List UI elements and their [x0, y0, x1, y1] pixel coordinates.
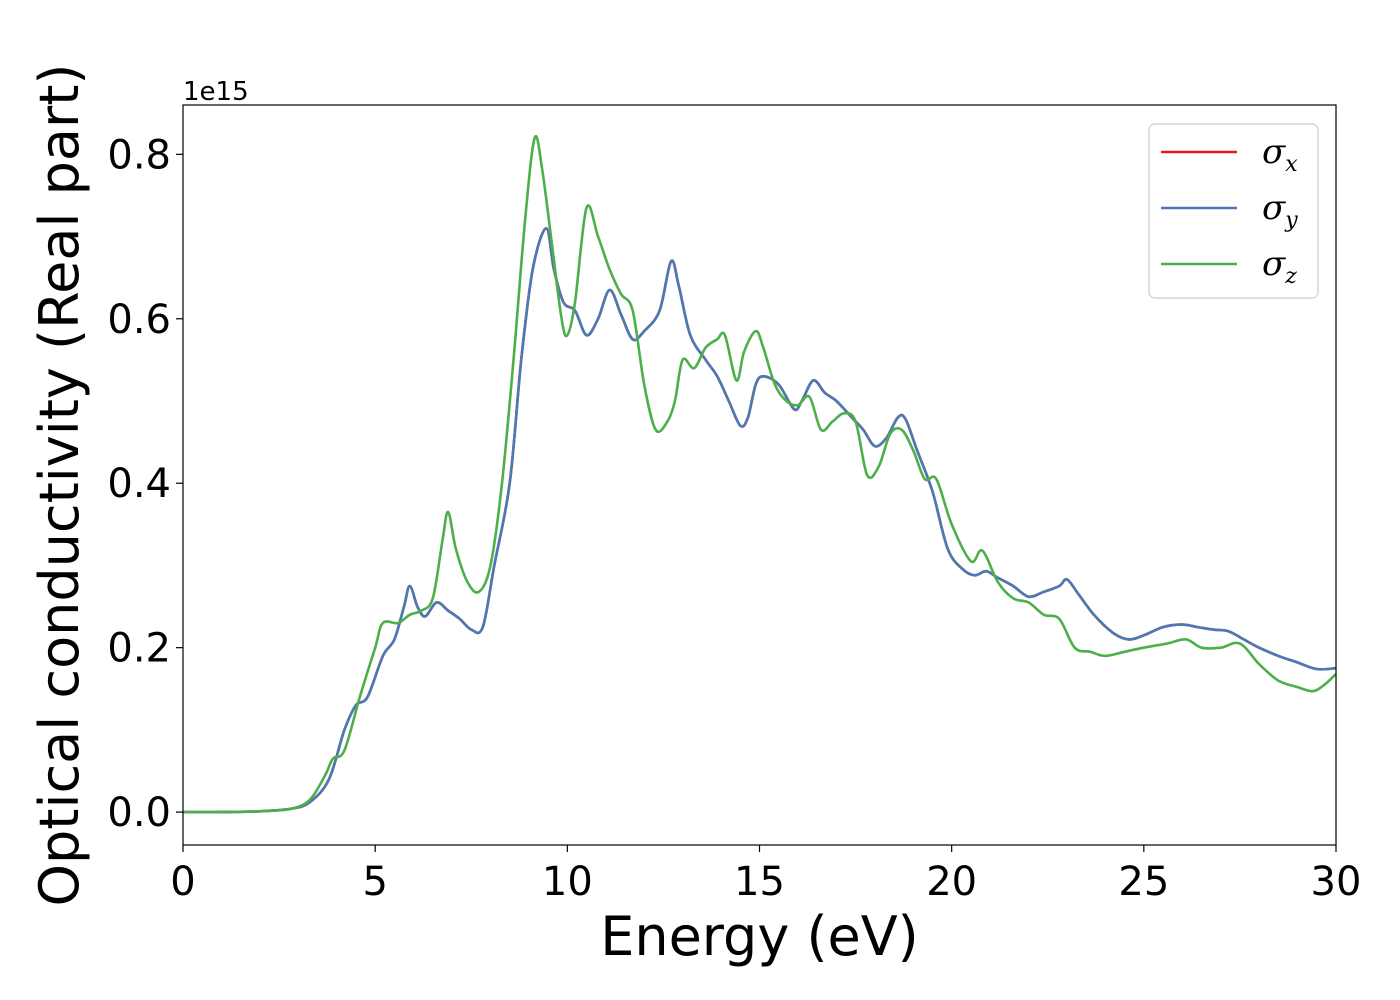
- legend-label-z: σz: [1262, 244, 1297, 289]
- y-offset-label: 1e15: [183, 77, 249, 107]
- y-tick-label: 0.4: [107, 461, 171, 507]
- x-tick-label: 0: [170, 859, 195, 905]
- legend-label-x: σx: [1262, 132, 1298, 177]
- x-tick-label: 5: [362, 859, 387, 905]
- legend-box: [1148, 123, 1319, 299]
- y-tick-label: 0.0: [107, 790, 171, 836]
- ticks-layer: 0 5 10 15 20 25 30 0.0 0.2 0.4 0.6 0.8: [107, 132, 1361, 905]
- x-tick-label: 15: [734, 859, 785, 905]
- y-tick-label: 0.8: [107, 132, 171, 178]
- series-line-y: [183, 227, 1336, 814]
- series-line-z: [183, 134, 1336, 814]
- legend-label-y: σy: [1262, 188, 1298, 233]
- x-tick-label: 20: [926, 859, 977, 905]
- x-tick-label: 30: [1311, 859, 1362, 905]
- y-tick-label: 0.6: [107, 297, 171, 343]
- x-axis-title: Energy (eV): [600, 905, 919, 968]
- y-axis-title: Optical conductivity (Real part): [28, 64, 91, 907]
- series-layer: [183, 134, 1336, 814]
- x-tick-label: 10: [542, 859, 593, 905]
- legend: σx σy σz: [1148, 123, 1319, 299]
- y-tick-label: 0.2: [107, 626, 171, 672]
- x-tick-label: 25: [1118, 859, 1169, 905]
